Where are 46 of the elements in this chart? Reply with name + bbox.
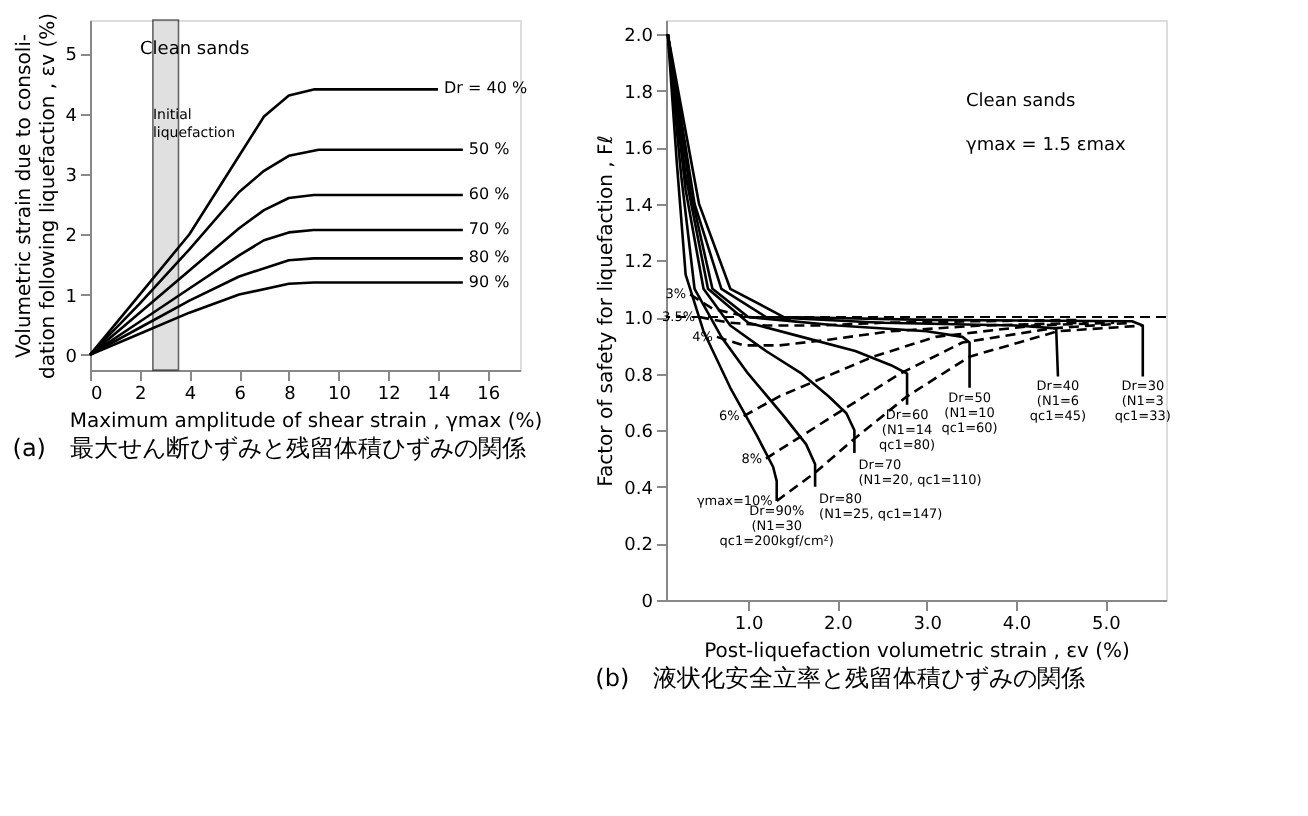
annotation: Clean sands xyxy=(140,40,251,60)
annotation: γmax = 1.5 εmax xyxy=(966,136,1128,156)
x-tick-label: 5.0 xyxy=(1091,615,1122,635)
y-tick-label: 1.2 xyxy=(624,253,653,274)
y-tick-label: 1.4 xyxy=(624,196,654,217)
x-tick-label: 14 xyxy=(427,385,451,405)
annotation: Clean sands xyxy=(966,92,1077,112)
y-tick-label: 0 xyxy=(65,347,78,368)
series-label: 60 % xyxy=(468,185,511,203)
y-axis-title: Volumetric strain due to consoli- dation following liquefaction , εv (%) xyxy=(13,12,60,379)
text: (b) 液状化安全立率と残留体積ひずみの関係 xyxy=(595,664,1086,692)
y-tick-label: 1.8 xyxy=(624,83,654,104)
y-tick-label: 1.0 xyxy=(624,310,654,331)
series-label: 80 % xyxy=(468,248,511,267)
x-axis-title: Post-liquefaction volumetric strain , εv (%) xyxy=(704,641,1130,663)
series-label: 70 % xyxy=(468,220,511,238)
x-tick-label: 2.0 xyxy=(824,615,854,635)
text: (a) 最大せん断ひずみと残留体積ひずみの関係 xyxy=(12,434,526,462)
y-axis-title: Factor of safety for liquefaction , Fℓ xyxy=(596,135,619,487)
y-tick-label: 1 xyxy=(65,287,77,308)
x-tick-label: 3.0 xyxy=(913,615,943,635)
x-tick-label: 4.0 xyxy=(1002,615,1032,635)
y-tick-label: 5 xyxy=(65,46,77,67)
y-tick-label: 4 xyxy=(65,106,78,127)
y-tick-label: 0.2 xyxy=(624,536,653,557)
y-tick-label: 2 xyxy=(65,227,77,248)
y-tick-label: 0.8 xyxy=(624,366,654,387)
x-axis-title: Maximum amplitude of shear strain , γmax (%) xyxy=(69,411,543,433)
y-tick-label: 0.6 xyxy=(624,423,654,444)
series-label: 50 % xyxy=(468,139,511,158)
x-tick-label: 6 xyxy=(234,385,247,405)
x-tick-label: 0 xyxy=(91,385,103,405)
series-label: 90 % xyxy=(468,272,511,291)
y-tick-label: 1.6 xyxy=(624,140,654,161)
x-tick-label: 4 xyxy=(184,385,197,405)
y-tick-label: 3 xyxy=(65,166,77,187)
x-tick-label: 10 xyxy=(328,385,352,405)
x-tick-label: 8 xyxy=(284,385,297,405)
series-label: Dr = 40 % xyxy=(443,79,528,98)
y-tick-label: 0 xyxy=(641,593,654,613)
y-tick-label: 0.4 xyxy=(624,479,654,500)
y-tick-label: 2.0 xyxy=(624,27,654,48)
x-tick-label: 16 xyxy=(477,385,501,405)
x-tick-label: 12 xyxy=(377,385,401,405)
x-tick-label: 2 xyxy=(134,385,147,405)
x-tick-label: 1.0 xyxy=(734,615,764,635)
